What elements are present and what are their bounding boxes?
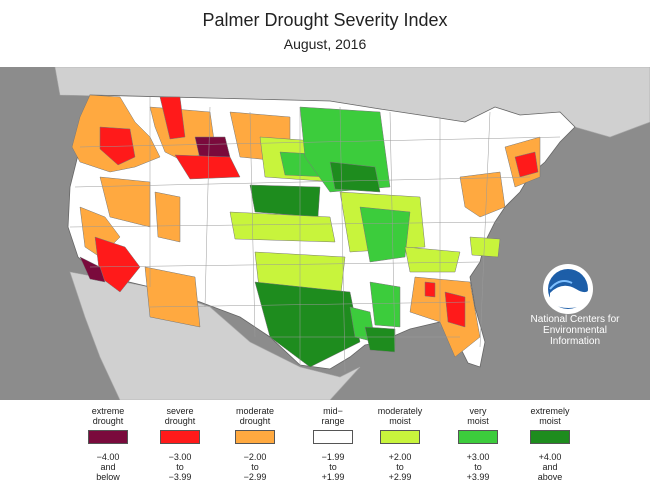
- legend-range-1: −2.00: [243, 452, 267, 462]
- ncei-line-1: National Centers for: [530, 314, 620, 325]
- legend-range-3: −2.99: [243, 472, 267, 482]
- legend-range-3: above: [537, 472, 563, 482]
- legend-range-1: −1.99: [321, 452, 345, 462]
- moderate-drought-arizona: [144, 266, 201, 328]
- extremely-moist-midwest: [329, 161, 381, 193]
- severe-drought-georgia: [444, 291, 466, 328]
- legend-item-moderately-moist: moderately moist +2.00 to +2.99: [370, 404, 430, 482]
- legend-swatch: [313, 430, 353, 444]
- legend-label-1: mid−: [323, 406, 343, 416]
- legend-label-1: severe: [166, 406, 194, 416]
- legend-swatch: [458, 430, 498, 444]
- legend-range-2: to: [474, 462, 482, 472]
- legend-item-moderate-drought: moderate drought −2.00 to −2.99: [225, 404, 285, 482]
- legend-label-2: moist: [539, 416, 561, 426]
- legend-label-1: extremely: [530, 406, 570, 416]
- legend-range-1: +2.00: [388, 452, 412, 462]
- legend-range-2: and: [542, 462, 558, 472]
- legend-swatch: [530, 430, 570, 444]
- severe-drought-alabama: [424, 281, 436, 298]
- legend-item-mid-range: mid− range −1.99 to +1.99: [303, 404, 363, 482]
- moderately-moist-virginia: [469, 236, 501, 258]
- legend-label-2: range: [321, 416, 345, 426]
- legend-item-very-moist: very moist +3.00 to +3.99: [448, 404, 508, 482]
- noaa-logo: NOAA: [543, 264, 593, 314]
- ncei-line-3: Information: [549, 336, 601, 347]
- legend-range-1: −3.00: [168, 452, 192, 462]
- legend-label-2: drought: [92, 416, 124, 426]
- mexico-land: [69, 271, 361, 400]
- legend-range-3: −3.99: [168, 472, 192, 482]
- moderate-drought-utah: [154, 191, 181, 243]
- legend-label-2: moist: [467, 416, 489, 426]
- legend-range-2: to: [396, 462, 404, 472]
- division-boundaries: [69, 97, 561, 373]
- legend-swatch: [380, 430, 420, 444]
- legend-label-2: drought: [239, 416, 271, 426]
- severe-drought-new-england: [514, 151, 539, 178]
- legend-item-severe-drought: severe drought −3.00 to −3.99: [150, 404, 210, 482]
- legend-range-2: to: [251, 462, 259, 472]
- moderate-drought-northeast: [459, 171, 506, 218]
- ncei-line-2: Environmental: [543, 325, 607, 336]
- legend-label-1: moderately: [377, 406, 423, 416]
- noaa-logo-text: NOAA: [559, 271, 576, 277]
- legend-range-1: +3.00: [466, 452, 490, 462]
- legend-label-1: moderate: [235, 406, 275, 416]
- ncei-label: National Centers for Environmental Infor…: [520, 314, 630, 347]
- extremely-moist-nebraska: [249, 184, 321, 218]
- very-moist-mississippi: [369, 281, 401, 328]
- legend-label-1: extreme: [91, 406, 125, 416]
- extreme-drought-california: [79, 256, 106, 283]
- legend-item-extremely-moist: extremely moist +4.00 and above: [520, 404, 580, 482]
- legend-item-extreme-drought: extreme drought −4.00 and below: [78, 404, 138, 482]
- legend-range-3: below: [96, 472, 120, 482]
- severe-drought-idaho: [159, 96, 186, 140]
- extremely-moist-texas: [254, 281, 361, 368]
- legend-label-2: moist: [389, 416, 411, 426]
- region-patches: [71, 94, 541, 368]
- map-subtitle: August, 2016: [283, 36, 367, 52]
- moderately-moist-kansas: [229, 211, 336, 243]
- legend-range-1: +4.00: [538, 452, 562, 462]
- drought-map: [0, 67, 650, 400]
- severe-drought-montana: [174, 154, 241, 180]
- legend-swatch: [88, 430, 128, 444]
- legend-label-1: very: [469, 406, 487, 416]
- moderately-moist-kentucky: [404, 246, 461, 273]
- legend-range-3: +3.99: [466, 472, 490, 482]
- legend-range-1: −4.00: [96, 452, 120, 462]
- legend-range-2: to: [329, 462, 337, 472]
- legend-range-3: +2.99: [388, 472, 412, 482]
- map-title: Palmer Drought Severity Index: [202, 10, 448, 30]
- legend-swatch: [160, 430, 200, 444]
- legend-range-2: and: [100, 462, 116, 472]
- legend-range-3: +1.99: [321, 472, 345, 482]
- extremely-moist-louisiana: [364, 326, 396, 353]
- very-moist-ohio-valley: [359, 206, 411, 263]
- legend-range-2: to: [176, 462, 184, 472]
- legend-swatch: [235, 430, 275, 444]
- legend-label-2: drought: [164, 416, 196, 426]
